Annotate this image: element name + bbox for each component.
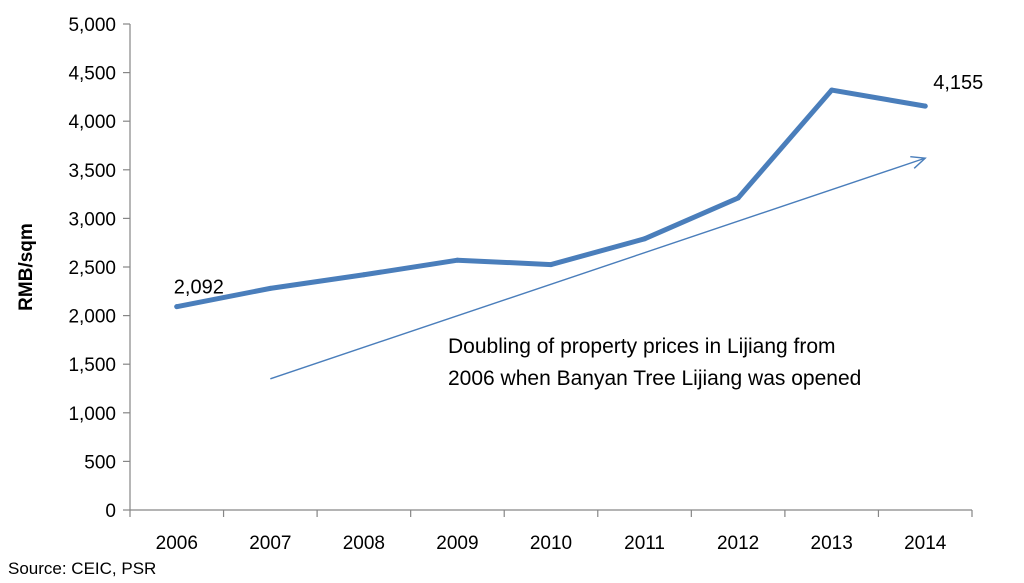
data-label: 2,092: [174, 277, 224, 299]
x-tick-label: 2007: [249, 533, 291, 554]
y-tick-label: 4,500: [68, 64, 116, 85]
x-tick-label: 2011: [624, 533, 665, 554]
data-point: [735, 195, 741, 201]
trend-arrow-line: [270, 157, 926, 380]
y-tick-label: 4,000: [68, 112, 116, 133]
data-point: [174, 304, 180, 310]
y-tick-label: 0: [105, 501, 116, 522]
y-tick-label: 1,500: [68, 355, 116, 376]
data-point: [829, 87, 835, 93]
x-tick-label: 2008: [343, 533, 385, 554]
series-line: [174, 87, 928, 310]
data-point: [548, 262, 554, 268]
y-tick-label: 3,500: [68, 161, 116, 182]
source-note: Source: CEIC, PSR: [8, 559, 156, 578]
x-tick-label: 2012: [717, 533, 759, 554]
axes: [123, 23, 973, 517]
trend-arrow-head: [910, 156, 927, 169]
x-tick-labels: 2006 2007 2008 2009 2010 2011 2012 2013 2014: [156, 533, 947, 554]
data-point: [922, 103, 928, 109]
data-point: [642, 236, 648, 242]
data-point: [454, 257, 460, 263]
y-tick-label: 500: [84, 452, 116, 473]
y-tick-label: 2,000: [68, 307, 116, 328]
y-tick-label: 5,000: [68, 15, 116, 36]
trend-arrow-group: [270, 156, 927, 380]
data-point: [361, 272, 367, 278]
y-tick-label: 1,000: [68, 404, 116, 425]
annotation-line-1: Doubling of property prices in Lijiang f…: [448, 335, 836, 358]
series-group: [174, 87, 928, 310]
x-tick-label: 2006: [156, 533, 198, 554]
y-tick-label: 3,000: [68, 209, 116, 230]
x-tick-label: 2009: [436, 533, 478, 554]
data-label: 4,155: [933, 72, 983, 94]
x-tick-label: 2010: [530, 533, 572, 554]
x-tick-label: 2014: [904, 533, 947, 554]
y-tick-labels: 0 500 1,000 1,500 2,000 2,500 3,000 3,500 4,000 4…: [68, 15, 116, 522]
x-tick-label: 2013: [811, 533, 853, 554]
y-axis-title: RMB/sqm: [16, 223, 37, 311]
data-labels: 2,092 4,155: [174, 72, 984, 299]
annotation-line-2: 2006 when Banyan Tree Lijiang was opened: [448, 367, 861, 390]
data-point: [267, 285, 273, 291]
y-tick-label: 2,500: [68, 258, 116, 279]
